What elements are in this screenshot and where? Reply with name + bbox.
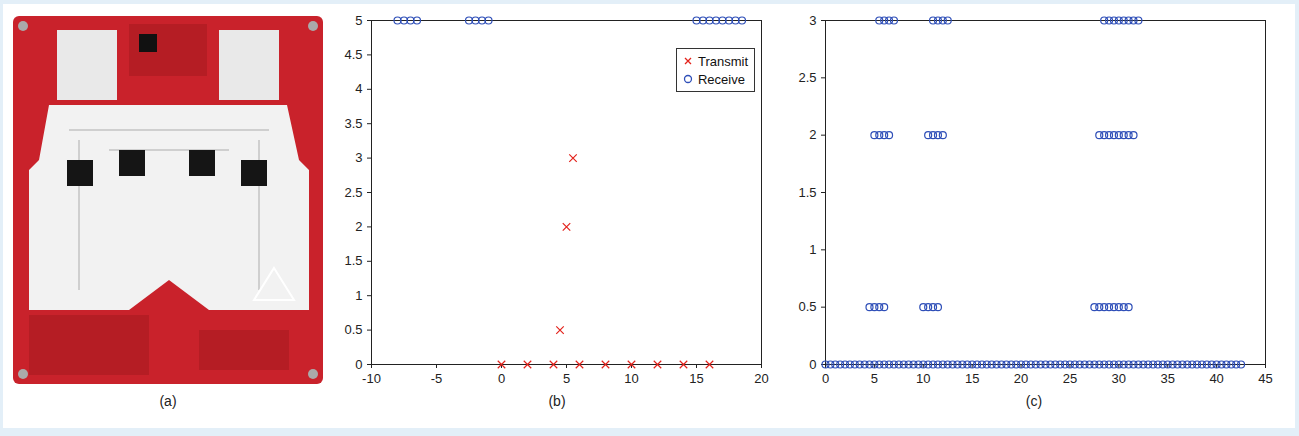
svg-text:2.5: 2.5 xyxy=(798,70,816,85)
svg-text:1: 1 xyxy=(809,242,816,257)
svg-text:25: 25 xyxy=(1063,371,1077,386)
svg-text:1: 1 xyxy=(355,288,362,303)
svg-text:45: 45 xyxy=(1258,371,1272,386)
svg-text:2.5: 2.5 xyxy=(344,185,362,200)
html-text:(a): (a) xyxy=(159,393,177,409)
svg-text:2: 2 xyxy=(355,219,362,234)
svg-text:15: 15 xyxy=(965,371,979,386)
svg-text:0.5: 0.5 xyxy=(344,322,362,337)
html-text:Transmit: Transmit xyxy=(697,53,748,69)
svg-text:20: 20 xyxy=(1014,371,1028,386)
svg-text:0: 0 xyxy=(809,357,816,372)
svg-text:3: 3 xyxy=(355,150,362,165)
svg-text:0: 0 xyxy=(498,371,505,386)
svg-text:4.5: 4.5 xyxy=(344,47,362,62)
svg-text:0: 0 xyxy=(822,371,829,386)
html-text:(c): (c) xyxy=(1025,393,1043,409)
svg-text:1.5: 1.5 xyxy=(798,185,816,200)
html-text:Receive: Receive xyxy=(697,71,745,87)
svg-text:5: 5 xyxy=(871,371,878,386)
svg-text:1.5: 1.5 xyxy=(344,253,362,268)
html-text:(b): (b) xyxy=(548,393,566,409)
svg-text:5: 5 xyxy=(355,13,362,28)
svg-text:0.5: 0.5 xyxy=(798,299,816,314)
svg-text:35: 35 xyxy=(1160,371,1174,386)
svg-text:30: 30 xyxy=(1112,371,1126,386)
svg-text:40: 40 xyxy=(1209,371,1223,386)
svg-text:15: 15 xyxy=(689,371,703,386)
svg-text:2: 2 xyxy=(809,127,816,142)
svg-text:10: 10 xyxy=(624,371,638,386)
svg-text:5: 5 xyxy=(563,371,570,386)
svg-text:20: 20 xyxy=(754,371,768,386)
svg-text:10: 10 xyxy=(916,371,930,386)
svg-text:-5: -5 xyxy=(431,371,443,386)
svg-text:3: 3 xyxy=(809,13,816,28)
svg-text:0: 0 xyxy=(355,357,362,372)
svg-text:3.5: 3.5 xyxy=(344,116,362,131)
svg-text:4: 4 xyxy=(355,81,362,96)
svg-text:-10: -10 xyxy=(362,371,381,386)
